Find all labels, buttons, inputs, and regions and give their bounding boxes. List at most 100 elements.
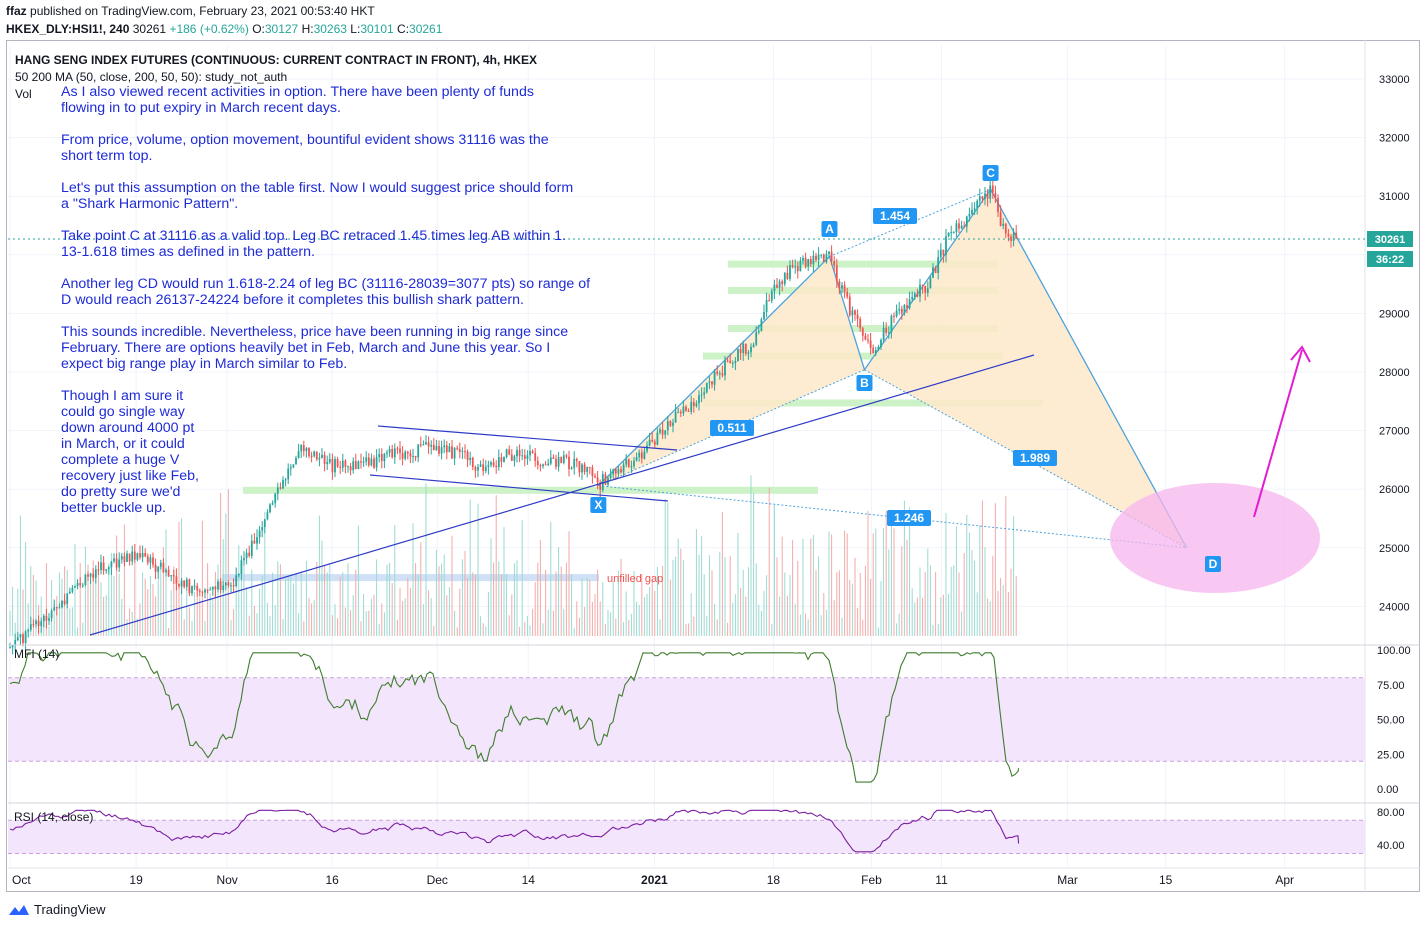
candle-body: [256, 537, 258, 544]
price-tick-label: 33000: [1379, 74, 1410, 86]
candle-body: [461, 451, 464, 453]
candle-body: [71, 587, 74, 592]
candle-body: [734, 360, 737, 364]
candle-body: [627, 459, 630, 467]
symbol-name[interactable]: HKEX_DLY:HSI1!, 240: [6, 22, 130, 36]
point-a-label-bg: [821, 221, 838, 237]
candle-body: [133, 551, 136, 560]
unfilled-gap-label: unfilled gap: [607, 573, 663, 585]
candle-body: [820, 254, 823, 256]
candle-body: [770, 291, 773, 301]
candle-body: [250, 540, 253, 556]
candle-body: [867, 339, 869, 341]
price-tick-label: 29000: [1379, 308, 1410, 320]
candle-body: [890, 315, 893, 333]
candle-body: [549, 457, 552, 464]
candle-body: [958, 223, 960, 229]
price-tick-label: 31000: [1379, 191, 1410, 203]
candle-body: [973, 208, 976, 210]
candle-body: [994, 192, 997, 198]
candle-body: [822, 254, 825, 262]
candle-body: [284, 479, 287, 481]
brand-name: TradingView: [34, 902, 106, 917]
price-axis: 2400025000260002700028000290003000031000…: [8, 40, 1413, 892]
rsi-line: [9, 809, 1020, 853]
candle-body: [172, 575, 175, 577]
candle-body: [672, 422, 674, 426]
candle-body: [677, 411, 680, 413]
candle-body: [248, 552, 251, 556]
candle-body: [903, 305, 906, 314]
candle-body: [542, 464, 544, 467]
candle-body: [965, 216, 968, 227]
point-b-label-bg: [856, 375, 873, 391]
candle-body: [828, 251, 830, 255]
candle-body: [354, 461, 357, 470]
candle-body: [882, 327, 885, 340]
ratio-xb-label-bg: [710, 420, 754, 436]
candle-body: [206, 589, 209, 591]
price-tick-label: 25000: [1379, 543, 1410, 555]
candle-body: [817, 254, 820, 260]
candle-body: [895, 310, 898, 317]
candle-body: [170, 575, 173, 577]
candle-body: [432, 444, 435, 451]
candle-body: [731, 363, 734, 365]
candle-body: [146, 556, 149, 563]
candle-body: [224, 582, 227, 586]
candle-body: [646, 445, 648, 452]
candle-body: [230, 585, 232, 587]
candle-body: [500, 457, 503, 462]
candle-body: [721, 373, 724, 376]
ma-legend: 50 200 MA (50, close, 200, 50, 50): stud…: [15, 70, 287, 84]
candle-body: [739, 349, 742, 353]
candle-body: [581, 464, 583, 473]
candle-body: [326, 462, 329, 464]
note-line: could go single way: [61, 404, 186, 420]
candle-body: [123, 556, 126, 562]
candle-body: [984, 193, 986, 199]
candle-body: [464, 451, 466, 453]
note-line: better buckle up.: [61, 500, 166, 516]
candle-body: [209, 589, 212, 591]
candle-body: [305, 448, 308, 452]
candle-body: [552, 457, 555, 459]
candle-body: [16, 637, 19, 641]
candle-body: [768, 300, 771, 302]
candle-body: [274, 493, 277, 504]
candle-body: [939, 249, 942, 257]
candle-body: [755, 332, 758, 345]
candle-body: [591, 467, 594, 477]
candle-body: [945, 236, 947, 256]
candle-body: [484, 466, 487, 472]
rsi-tick-label: 40.00: [1377, 840, 1405, 852]
candle-body: [258, 530, 261, 538]
candle-body: [705, 382, 708, 393]
time-tick-label: 16: [326, 873, 340, 887]
candle-body: [747, 352, 750, 354]
candle-body: [365, 457, 368, 462]
candle-body: [614, 469, 617, 474]
candle-body: [45, 615, 48, 621]
mfi-tick-label: 0.00: [1377, 784, 1398, 796]
candle-body: [661, 429, 664, 435]
candle-body: [848, 296, 851, 316]
candle-body: [393, 448, 396, 458]
candle-body: [648, 439, 651, 446]
note-line: D would reach 26137-24224 before it comp…: [61, 292, 524, 308]
candle-body: [417, 444, 420, 458]
candle-body: [193, 585, 196, 587]
candle-body: [981, 196, 984, 199]
candle-body: [843, 285, 846, 292]
last-price: 30261: [132, 22, 167, 36]
candle-body: [687, 410, 690, 412]
candle-body: [802, 257, 804, 261]
footer-brand[interactable]: TradingView: [8, 902, 106, 917]
candle-body: [638, 452, 641, 458]
candle-body: [796, 266, 799, 272]
candle-body: [48, 618, 50, 621]
candle-body: [235, 575, 238, 587]
candle-body: [1002, 223, 1005, 226]
candle-body: [718, 373, 721, 375]
